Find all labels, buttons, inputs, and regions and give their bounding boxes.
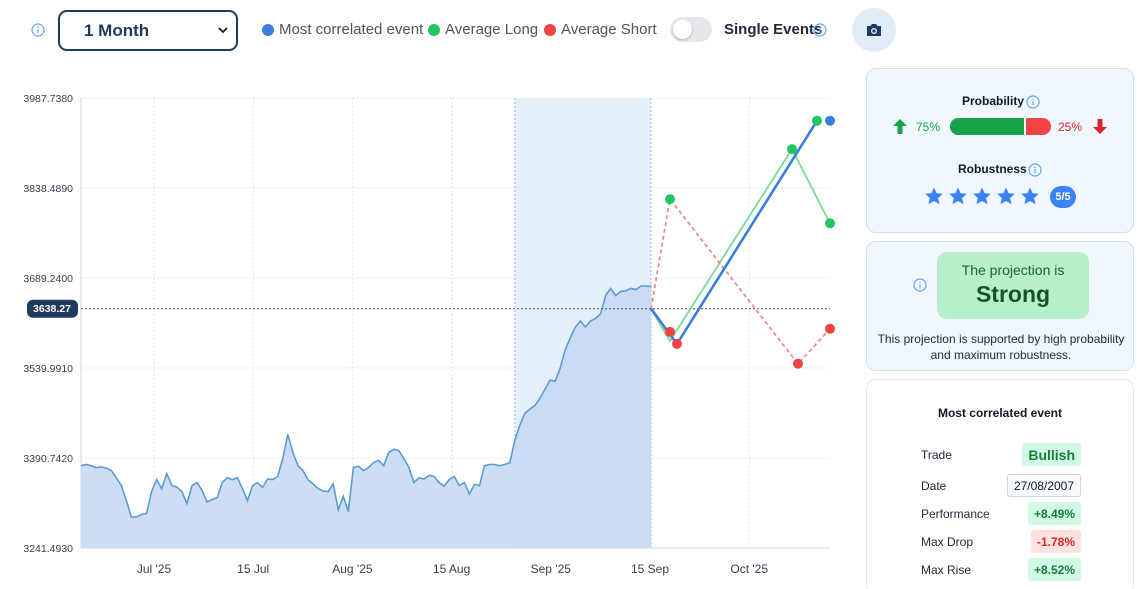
- info-icon[interactable]: [813, 23, 827, 37]
- mce-row-performance: Performance +8.49%: [921, 502, 1081, 526]
- long-point: [825, 218, 835, 229]
- single-events-toggle[interactable]: [670, 17, 712, 42]
- period-select[interactable]: 1 Month: [58, 10, 238, 51]
- legend-average-short[interactable]: Average Short: [544, 21, 657, 38]
- period-select-value: 1 Month: [84, 20, 150, 40]
- camera-icon: [867, 24, 881, 36]
- mce-label: Trade: [921, 448, 952, 462]
- legend-average-long[interactable]: Average Long: [428, 21, 538, 38]
- y-tick-label: 3539.9910: [23, 363, 73, 375]
- arrow-down-icon: [1093, 119, 1107, 134]
- mce-title: Most correlated event: [937, 406, 1063, 420]
- mce-row-max-rise: Max Rise +8.52%: [921, 558, 1081, 582]
- mce-value-trade: Bullish: [1022, 443, 1081, 466]
- x-tick-label: 15 Sep: [631, 562, 669, 576]
- strength-badge: The projection is Strong: [937, 252, 1089, 319]
- strength-prefix: The projection is: [961, 262, 1065, 278]
- robustness-label: Robustness: [958, 162, 1027, 176]
- current-price-badge: 3638.27: [27, 299, 78, 318]
- short-point: [672, 338, 682, 349]
- legend-most-correlated[interactable]: Most correlated event: [262, 21, 423, 38]
- mce-value-date: 27/08/2007: [1006, 474, 1081, 497]
- x-tick-label: Aug '25: [332, 562, 373, 576]
- info-icon[interactable]: [1028, 163, 1042, 177]
- toolbar: 1 Month Most correlated event Average Lo…: [0, 0, 1137, 62]
- average-short-line: [650, 196, 831, 366]
- mce-row-max-drop: Max Drop -1.78%: [921, 530, 1081, 554]
- mce-row-trade: Trade Bullish: [921, 443, 1081, 467]
- probability-bar-long: [950, 118, 1026, 135]
- mce-label: Max Drop: [921, 535, 974, 549]
- star-icon: [949, 187, 967, 205]
- y-tick-label: 3689.2400: [23, 273, 73, 285]
- info-icon[interactable]: [1026, 95, 1040, 109]
- robustness-score: 5/5: [1050, 186, 1076, 208]
- info-icon[interactable]: [913, 278, 927, 292]
- y-tick-label: 3390.7420: [23, 453, 73, 465]
- y-tick-label: 3241.4930: [23, 543, 73, 555]
- robustness-stars: [924, 186, 1044, 206]
- most-correlated-line: [649, 120, 819, 347]
- star-icon: [997, 187, 1015, 205]
- x-tick-label: 15 Aug: [433, 562, 470, 576]
- single-events-label: Single Events: [724, 21, 823, 38]
- y-axis: 3987.7380 3838.4890 3689.2400 3539.9910 3390…: [23, 93, 73, 555]
- probability-label: Probability: [962, 94, 1025, 108]
- legend-dot-red: [544, 23, 556, 36]
- mce-value-max-rise: +8.52%: [1027, 558, 1081, 581]
- x-tick-label: Sep '25: [531, 562, 572, 576]
- current-price-value: 3638.27: [33, 303, 71, 315]
- mce-value-max-drop: -1.78%: [1030, 530, 1081, 553]
- legend-label: Average Short: [561, 21, 657, 38]
- info-icon[interactable]: [31, 23, 45, 37]
- short-point: [665, 326, 675, 337]
- long-point: [787, 144, 797, 155]
- probability-up: 75%: [916, 120, 941, 134]
- mce-row-date: Date 27/08/2007: [921, 474, 1081, 498]
- price-area: [81, 286, 651, 548]
- long-point: [665, 194, 675, 205]
- mce-label: Performance: [921, 507, 990, 521]
- star-icon: [925, 187, 943, 205]
- probability-down: 25%: [1058, 120, 1083, 134]
- x-tick-label: Oct '25: [730, 562, 768, 576]
- chevron-down-icon: [218, 27, 228, 34]
- mce-label: Max Rise: [921, 563, 972, 577]
- x-tick-label: Jul '25: [137, 562, 172, 576]
- strength-word: Strong: [975, 281, 1051, 307]
- long-point: [812, 115, 822, 126]
- legend-dot-blue: [262, 23, 274, 36]
- price-line: [80, 285, 652, 518]
- probability-bar: [950, 118, 1051, 135]
- legend-label: Average Long: [445, 21, 539, 38]
- price-chart[interactable]: 3987.7380 3838.4890 3689.2400 3539.9910 3390…: [0, 62, 850, 589]
- star-icon: [973, 187, 991, 205]
- legend-dot-green: [428, 23, 440, 36]
- probability-card: Probability 75% 25% Robustness 5/5: [866, 68, 1134, 233]
- y-tick-label: 3987.7380: [23, 93, 73, 105]
- arrow-up-icon: [893, 119, 907, 134]
- average-long-line: [650, 147, 831, 343]
- short-point: [825, 323, 835, 334]
- x-axis: Jul '25 15 Jul Aug '25 15 Aug Sep '25 15 Sep O…: [137, 562, 769, 576]
- x-tick-label: 15 Jul: [237, 562, 269, 576]
- most-correlated-event-card: Most correlated event Trade Bullish Date…: [866, 379, 1134, 589]
- short-point: [793, 358, 803, 369]
- legend-label: Most correlated event: [279, 21, 424, 38]
- mce-label: Date: [921, 479, 947, 493]
- strength-description: This projection is supported by high pro…: [877, 332, 1125, 362]
- projection-lines: [649, 115, 835, 369]
- most-correlated-point: [825, 115, 835, 126]
- mce-value-performance: +8.49%: [1027, 502, 1081, 525]
- star-icon: [1021, 187, 1039, 205]
- toggle-knob: [673, 20, 692, 39]
- projection-strength-card: The projection is Strong This projection…: [866, 241, 1134, 371]
- screenshot-button[interactable]: [852, 8, 896, 52]
- y-tick-label: 3838.4890: [23, 183, 73, 195]
